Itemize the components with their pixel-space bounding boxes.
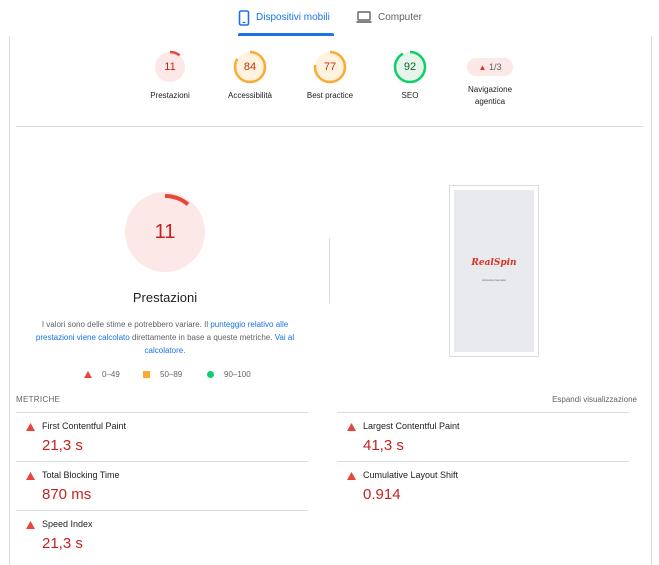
expand-view-button[interactable]: Espandi visualizzazione [552, 395, 637, 404]
gauge-background [315, 52, 345, 82]
tab-desktop[interactable]: Computer [356, 8, 426, 36]
score-gauge: 11 [153, 50, 187, 84]
score-value: 77 [323, 61, 337, 73]
gauge-background [155, 52, 185, 82]
score-value: 11 [164, 61, 176, 73]
smartphone-icon [238, 10, 250, 26]
calculator-link[interactable]: Vai al calcolatore [144, 333, 295, 355]
tab-mobile[interactable]: Dispositivi mobili [238, 8, 334, 36]
agentic-badge: ▲ 1/3 [467, 58, 513, 76]
metric-name: Total Blocking Time [42, 470, 120, 480]
fail-triangle-icon [347, 472, 356, 480]
gauge-arc [153, 50, 187, 84]
card-border-right [651, 36, 652, 565]
score-value: 92 [403, 61, 417, 73]
triangle-icon [84, 371, 92, 378]
category-agentic-navigation[interactable]: ▲ 1/3 Navigazione agentica [450, 50, 530, 108]
screenshot-content: RealSpin Accesso riservato [454, 190, 534, 352]
category-seo[interactable]: 92 SEO [370, 50, 450, 102]
metric-divider [16, 461, 308, 462]
device-tabs: Dispositivi mobili Computer [0, 0, 659, 36]
metric-name: First Contentful Paint [42, 421, 127, 431]
metrics-title: METRICHE [16, 395, 61, 404]
performance-description: I valori sono delle stime e potrebbero v… [30, 318, 300, 357]
fail-triangle-icon [26, 423, 35, 431]
site-logo: RealSpin [471, 258, 517, 268]
category-label: Best practice [306, 91, 354, 100]
metric-divider [16, 510, 308, 511]
gauge-arc [127, 194, 203, 270]
circle-icon [207, 371, 214, 378]
metric-name: Speed Index [42, 519, 93, 529]
metric-value: 41,3 s [363, 437, 404, 454]
score-gauge: 84 [233, 50, 267, 84]
score-calculation-link[interactable]: punteggio relativo alle prestazioni vien… [35, 320, 289, 342]
legend-average-label: 50–89 [160, 370, 183, 379]
agentic-label-line1: Navigazione [467, 85, 513, 94]
score-value: 84 [243, 61, 257, 73]
tab-desktop-label: Computer [378, 12, 422, 23]
metric-tbt: Total Blocking Time 870 ms [16, 461, 308, 510]
site-subtitle: Accesso riservato [482, 278, 506, 282]
gauge-arc [313, 50, 347, 84]
tab-mobile-label: Dispositivi mobili [256, 12, 330, 23]
fail-triangle-icon [347, 423, 356, 431]
performance-score: 11 [154, 221, 176, 243]
active-tab-indicator [238, 33, 334, 36]
category-accessibility[interactable]: 84 Accessibilità [210, 50, 290, 102]
category-label: SEO [401, 91, 419, 100]
metric-lcp: Largest Contentful Paint 41,3 s [337, 412, 629, 461]
gauge-background [395, 52, 425, 82]
section-divider [16, 126, 643, 127]
agentic-value: 1/3 [488, 62, 502, 72]
vertical-divider [329, 238, 330, 303]
laptop-icon [356, 11, 372, 23]
desc-text-1: I valori sono delle stime e potrebbero v… [41, 320, 211, 329]
metric-value: 0.914 [363, 486, 401, 503]
gauge-background [235, 52, 265, 82]
score-gauge: 77 [313, 50, 347, 84]
page-screenshot[interactable]: RealSpin Accesso riservato [449, 185, 539, 357]
metric-speed-index: Speed Index 21,3 s [16, 510, 308, 559]
metric-value: 21,3 s [42, 437, 83, 454]
card-border-left [9, 36, 10, 565]
metric-fcp: First Contentful Paint 21,3 s [16, 412, 308, 461]
fail-triangle-icon [26, 472, 35, 480]
metric-divider [337, 461, 629, 462]
legend-average: 50–89 [143, 370, 182, 379]
gauge-background [125, 192, 205, 272]
metrics-header: METRICHE Espandi visualizzazione [16, 395, 643, 409]
gauge-arc [393, 50, 427, 84]
metric-value: 21,3 s [42, 535, 83, 552]
performance-title: Prestazioni [132, 290, 198, 305]
category-label: Accessibilità [227, 91, 272, 100]
metric-name: Largest Contentful Paint [363, 421, 460, 431]
square-icon [143, 371, 150, 378]
desc-text-2: direttamente in base a queste metriche. [129, 333, 275, 342]
agentic-label-line2: agentica [474, 97, 506, 106]
legend-good-label: 90–100 [224, 370, 251, 379]
metric-name: Cumulative Layout Shift [363, 470, 459, 480]
category-label: Prestazioni [150, 91, 190, 100]
legend-good: 90–100 [207, 370, 251, 379]
category-performance[interactable]: 11 Prestazioni [130, 50, 210, 102]
category-best-practices[interactable]: 77 Best practice [290, 50, 370, 102]
metric-divider [16, 412, 308, 413]
metric-cls: Cumulative Layout Shift 0.914 [337, 461, 629, 510]
legend-poor: 0–49 [84, 370, 120, 379]
metric-divider [337, 412, 629, 413]
legend-poor-label: 0–49 [102, 370, 120, 379]
warning-triangle-icon: ▲ [478, 63, 487, 72]
fail-triangle-icon [26, 521, 35, 529]
metric-value: 870 ms [42, 486, 92, 503]
gauge-arc [233, 50, 267, 84]
score-gauge: 92 [393, 50, 427, 84]
desc-text-end: . [183, 346, 186, 355]
performance-gauge: 11 [124, 191, 206, 273]
category-label: Navigazione agentica [450, 84, 530, 108]
